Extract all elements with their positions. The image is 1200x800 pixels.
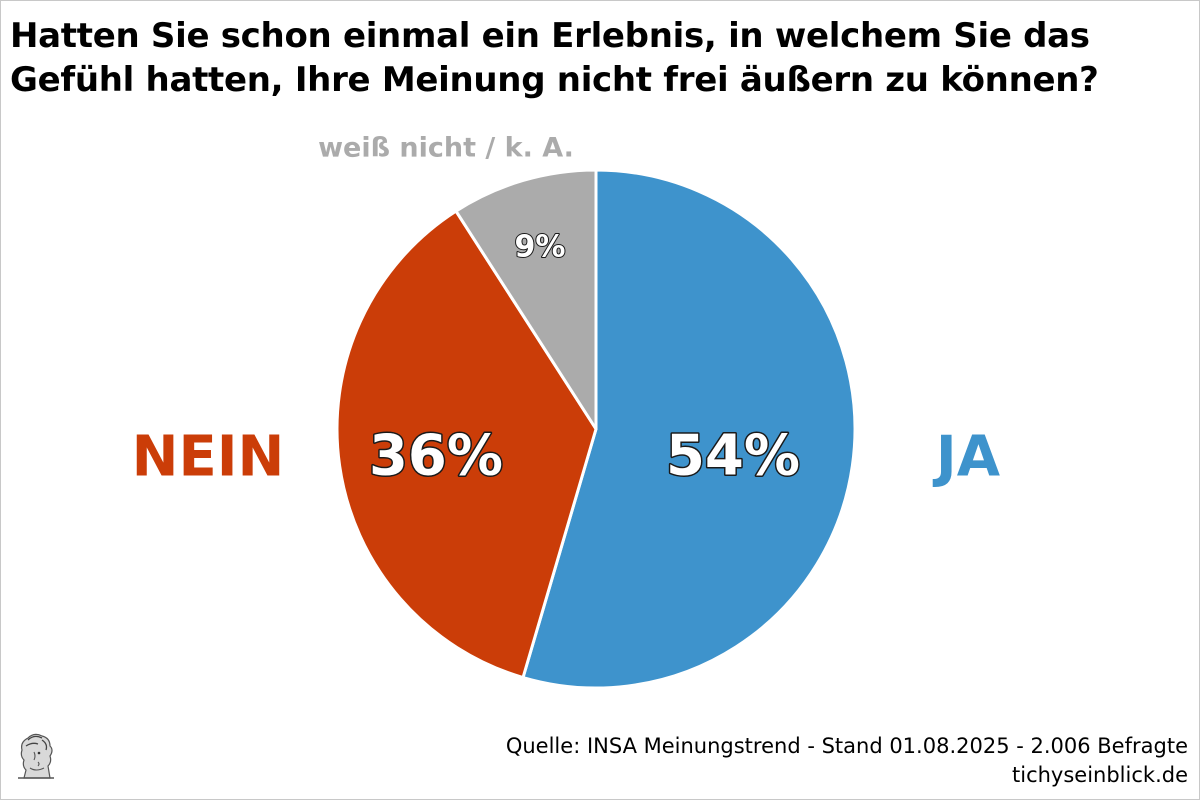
pie-slice-weiss-nicht bbox=[454, 168, 598, 431]
pie-value-labels: 54% 36% 9% bbox=[367, 229, 801, 491]
chart-title-line-1: Hatten Sie schon einmal ein Erlebnis, in… bbox=[10, 16, 1090, 56]
pie-slice-nein bbox=[335, 209, 598, 680]
publisher-line: tichyseinblick.de bbox=[1012, 763, 1188, 787]
pie-slice-ja bbox=[521, 168, 857, 690]
category-label-ja: JA bbox=[932, 425, 1001, 490]
source-note: Quelle: INSA Meinungstrend - Stand 01.08… bbox=[506, 732, 1188, 790]
category-label-nein: NEIN bbox=[132, 425, 285, 490]
source-line: Quelle: INSA Meinungstrend - Stand 01.08… bbox=[505, 734, 1188, 758]
pie-category-labels: JA NEIN weiß nicht / k. A. bbox=[132, 132, 1001, 489]
category-label-weiss-nicht: weiß nicht / k. A. bbox=[318, 132, 574, 163]
bust-logo-icon bbox=[18, 733, 54, 779]
value-label-nein: 36% bbox=[369, 424, 503, 489]
value-label-ja: 54% bbox=[666, 424, 800, 489]
chart-title: Hatten Sie schon einmal ein Erlebnis, in… bbox=[10, 14, 1190, 102]
chart-title-line-2: Gefühl hatten, Ihre Meinung nicht frei ä… bbox=[10, 60, 1099, 100]
value-label-weiss-nicht: 9% bbox=[515, 230, 566, 265]
pie-slices bbox=[335, 168, 857, 690]
